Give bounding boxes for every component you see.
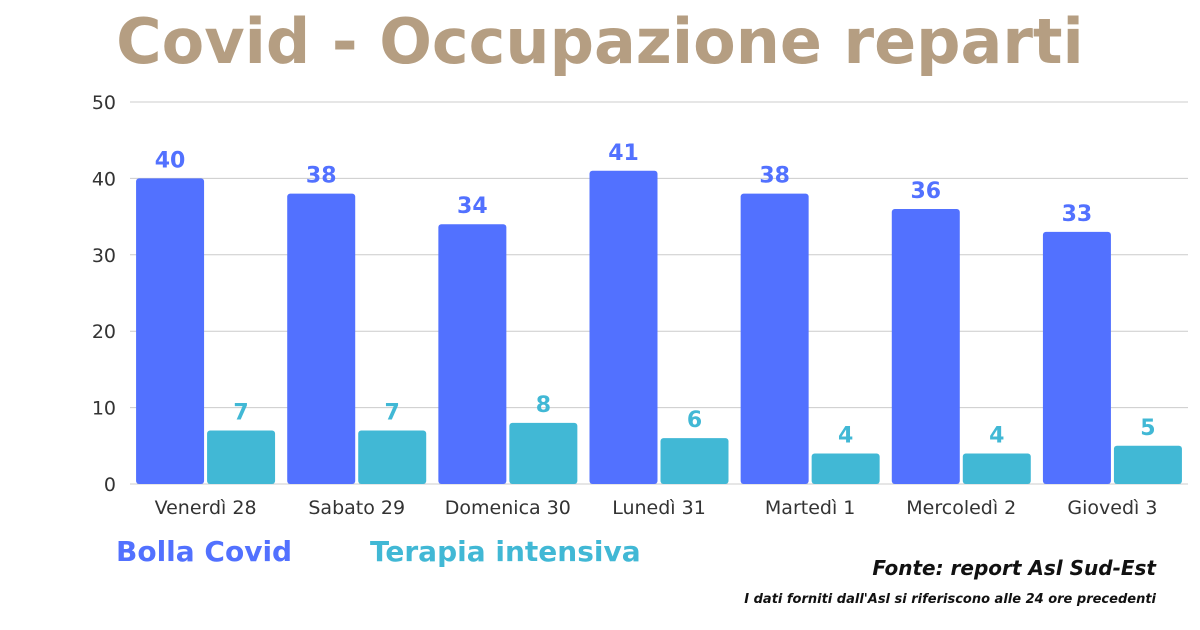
bar-bolla-covid: [136, 178, 205, 484]
bar-bolla-covid: [891, 208, 960, 484]
bar-terapia-intensiva: [811, 453, 880, 484]
footnote-text: I dati forniti dall'Asl si riferiscono a…: [744, 592, 1156, 607]
bar-terapia-intensiva: [358, 430, 427, 484]
bar-bolla-covid: [589, 170, 658, 484]
bar-bolla-covid: [287, 193, 356, 484]
legend-bolla-covid: Bolla Covid: [116, 535, 293, 568]
bar-terapia-intensiva: [962, 453, 1031, 484]
x-tick-label: Domenica 30: [445, 497, 571, 519]
data-label: 38: [306, 164, 337, 189]
y-tick-label: 30: [92, 245, 116, 267]
x-tick-label: Lunedì 31: [612, 497, 706, 519]
y-tick-label: 20: [92, 321, 116, 343]
bar-terapia-intensiva: [660, 438, 729, 484]
data-label: 4: [989, 423, 1004, 448]
bar-bolla-covid: [1042, 231, 1111, 484]
data-label: 7: [385, 401, 400, 426]
x-tick-label: Giovedì 3: [1067, 497, 1157, 519]
data-label: 38: [759, 164, 790, 189]
x-tick-label: Venerdì 28: [155, 497, 257, 519]
x-tick-label: Sabato 29: [308, 497, 405, 519]
bar-terapia-intensiva: [509, 422, 578, 484]
data-label: 7: [233, 401, 248, 426]
data-label: 36: [910, 179, 941, 204]
y-tick-label: 50: [92, 92, 116, 114]
data-label: 41: [608, 141, 639, 166]
legend-terapia-intensiva: Terapia intensiva: [370, 535, 641, 568]
data-label: 34: [457, 194, 488, 219]
data-label: 8: [536, 393, 551, 418]
bar-bolla-covid: [740, 193, 809, 484]
y-tick-label: 10: [92, 398, 116, 420]
data-label: 4: [838, 423, 853, 448]
data-label: 6: [687, 408, 702, 433]
y-tick-label: 40: [92, 168, 116, 190]
data-label: 40: [155, 148, 186, 173]
bar-terapia-intensiva: [1113, 445, 1182, 484]
chart-title: Covid - Occupazione reparti: [116, 5, 1084, 78]
data-label: 33: [1062, 202, 1093, 227]
source-text: Fonte: report Asl Sud-Est: [872, 556, 1156, 580]
bar-bolla-covid: [438, 224, 507, 485]
bar-terapia-intensiva: [207, 430, 276, 484]
y-tick-label: 0: [104, 474, 116, 496]
x-tick-label: Martedì 1: [765, 497, 855, 519]
x-tick-label: Mercoledì 2: [906, 497, 1016, 519]
data-label: 5: [1140, 416, 1155, 441]
